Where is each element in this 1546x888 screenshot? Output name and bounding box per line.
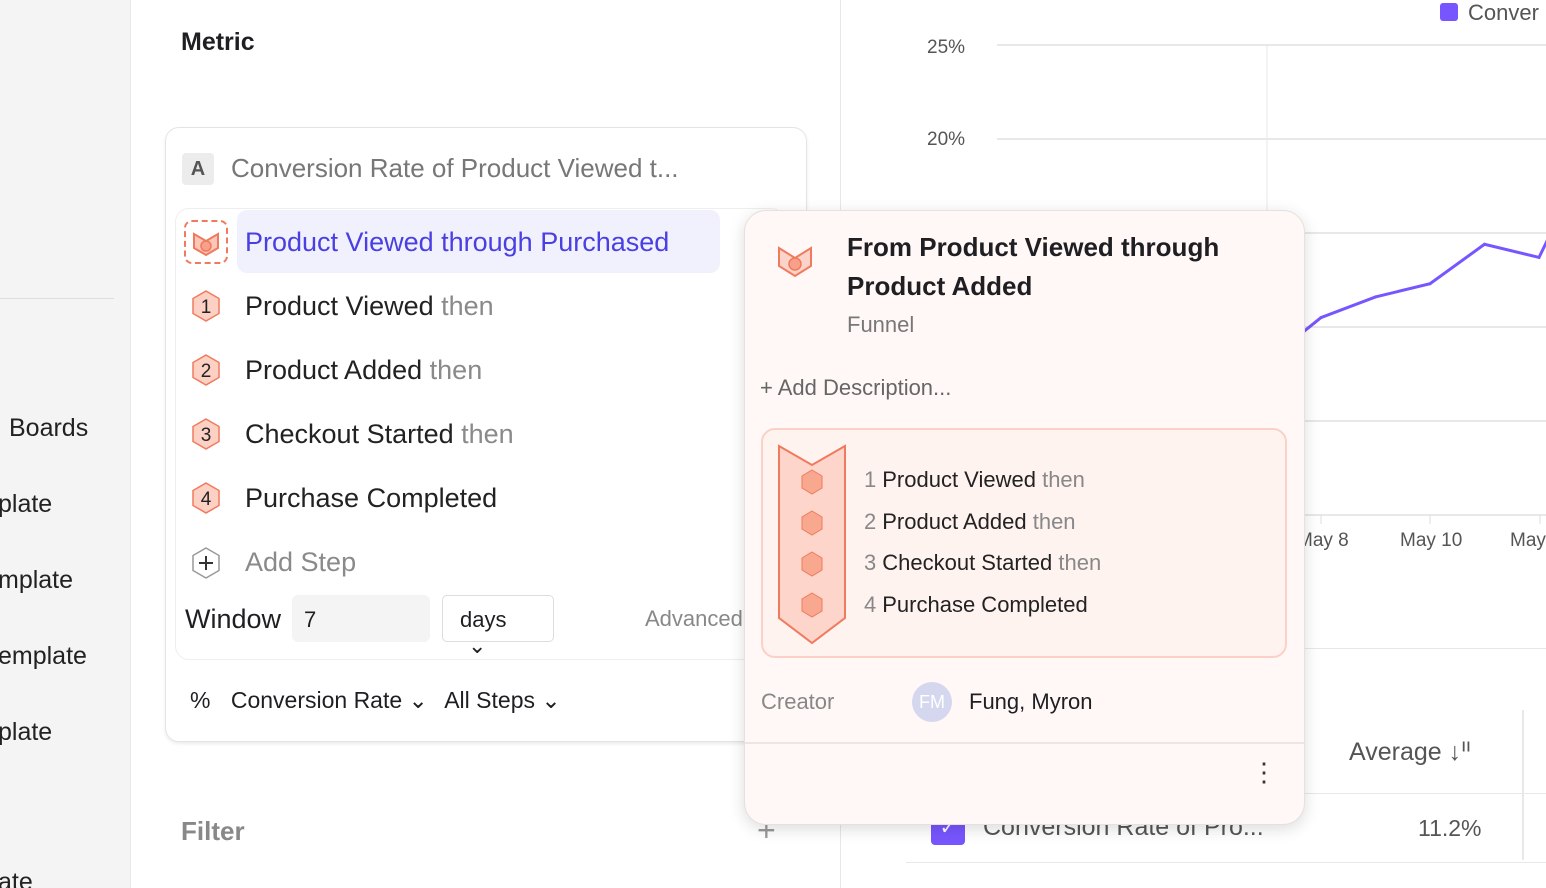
step-suffix: then — [1042, 467, 1085, 492]
step-number: 1 — [864, 467, 877, 492]
creator-name: Fung, Myron — [969, 689, 1093, 714]
measure-dropdown[interactable]: Conversion Rate ⌄ — [231, 687, 428, 713]
data-point[interactable] — [1483, 242, 1486, 246]
step-number: 3 — [864, 550, 877, 575]
y-tick-label: 20% — [927, 129, 966, 150]
legend-label: Conver — [1468, 0, 1539, 25]
creator-label: Creator — [761, 689, 835, 714]
step-name: Purchase Completed — [882, 591, 1088, 617]
step-suffix: then — [441, 291, 494, 321]
sidebar-divider — [0, 298, 114, 299]
sidebar: Boards plate mplate emplate plate ate — [0, 0, 131, 888]
window-unit-dropdown[interactable]: days ⌄ — [442, 595, 554, 658]
x-tick-label: May 10 — [1400, 530, 1463, 551]
x-tick-label: May — [1510, 530, 1546, 551]
sidebar-item-boards[interactable]: Boards — [9, 414, 89, 442]
measure-row: % Conversion Rate ⌄ All Steps ⌄ — [190, 687, 561, 714]
add-step-button[interactable]: Add Step — [245, 547, 357, 577]
window-label: Window — [185, 604, 282, 634]
step-number-icon: 1 — [192, 290, 220, 322]
popover-step: 2 Product Added then — [864, 509, 1076, 535]
step-number-icon: 3 — [192, 418, 220, 450]
step-suffix: then — [461, 419, 514, 449]
y-tick-label: 25% — [927, 37, 966, 58]
svg-text:3: 3 — [201, 425, 212, 446]
popover-step: 1 Product Viewed then — [864, 467, 1085, 493]
step-name: Product Viewed — [882, 467, 1036, 492]
column-divider — [1522, 710, 1524, 860]
step-number: 4 — [864, 591, 877, 617]
funnel-icon — [184, 220, 228, 264]
step-suffix: then — [429, 355, 483, 385]
funnel-steps-box — [761, 428, 1287, 658]
step-name: Product Added — [245, 355, 423, 385]
data-point[interactable] — [1374, 295, 1377, 299]
average-column-header[interactable]: Average ↓ᑊᑊ — [1349, 737, 1471, 767]
step-number-icon: 2 — [192, 354, 220, 386]
step-number-icon: 4 — [192, 482, 220, 514]
step-name: Product Viewed — [245, 291, 434, 321]
popover-step: 4 Purchase Completed — [864, 592, 1088, 618]
chevron-down-icon: ⌄ — [408, 687, 428, 713]
funnel-steps-graphic — [778, 444, 846, 645]
percent-icon: % — [190, 687, 211, 713]
step-name: Product Added — [882, 508, 1027, 534]
data-point[interactable] — [1428, 282, 1432, 286]
sidebar-item-template[interactable]: emplate — [0, 642, 87, 670]
steps-scope-label: All Steps — [444, 687, 535, 713]
sidebar-item-template[interactable]: ate — [0, 868, 33, 888]
filter-heading: Filter — [181, 816, 245, 846]
svg-text:1: 1 — [201, 297, 212, 318]
window-unit-value: days — [460, 607, 507, 632]
measure-label: Conversion Rate — [230, 687, 403, 713]
average-label: Average — [1349, 738, 1442, 766]
popover-divider — [745, 742, 1304, 744]
data-point[interactable] — [1319, 316, 1323, 320]
more-options-icon[interactable]: ⋮ — [1251, 757, 1277, 787]
selected-funnel-name[interactable]: Product Viewed through Purchased — [245, 227, 670, 257]
steps-scope-dropdown[interactable]: All Steps ⌄ — [444, 687, 560, 713]
step-suffix: then — [1032, 508, 1076, 534]
funnel-step[interactable]: Product Viewed then — [245, 291, 494, 322]
data-point[interactable] — [1537, 255, 1541, 259]
svg-text:2: 2 — [201, 361, 212, 382]
row-divider — [906, 862, 1546, 863]
popover-step: 3 Checkout Started then — [864, 550, 1101, 576]
add-step-icon[interactable] — [190, 546, 222, 580]
legend-swatch — [1440, 3, 1458, 21]
sidebar-item-template[interactable]: plate — [0, 490, 53, 518]
popover-type: Funnel — [847, 312, 915, 337]
step-suffix: then — [1058, 550, 1102, 575]
add-description-button[interactable]: + Add Description... — [760, 375, 952, 400]
advanced-link[interactable]: Advanced — [645, 606, 743, 631]
popover-title: From Product Viewed through Product Adde… — [847, 232, 1220, 301]
metric-letter-badge: A — [182, 153, 214, 185]
step-name: Checkout Started — [245, 419, 454, 449]
step-name: Checkout Started — [882, 550, 1053, 575]
metric-heading: Metric — [181, 28, 255, 56]
selected-funnel-highlight[interactable] — [237, 210, 720, 273]
chevron-down-icon: ⌄ — [468, 633, 487, 658]
chevron-down-icon: ⌄ — [541, 687, 561, 713]
sort-icon[interactable]: ↓ᑊᑊ — [1448, 738, 1471, 766]
avatar: FM — [912, 682, 952, 722]
x-tick-label: May 8 — [1297, 530, 1349, 551]
sidebar-item-template[interactable]: plate — [0, 718, 53, 746]
sidebar-item-template[interactable]: mplate — [0, 566, 74, 594]
svg-text:4: 4 — [201, 489, 212, 510]
metric-name[interactable]: Conversion Rate of Product Viewed t... — [231, 153, 679, 183]
funnel-step[interactable]: Purchase Completed — [245, 483, 497, 514]
funnel-step[interactable]: Checkout Started then — [245, 419, 514, 450]
series-average-value: 11.2% — [1418, 815, 1482, 841]
funnel-icon — [778, 246, 812, 278]
step-name: Purchase Completed — [245, 483, 498, 513]
step-number: 2 — [864, 508, 877, 534]
window-input[interactable]: 7 — [292, 595, 430, 642]
funnel-step[interactable]: Product Added then — [245, 355, 482, 386]
chart-legend[interactable]: Conver — [1440, 0, 1539, 26]
